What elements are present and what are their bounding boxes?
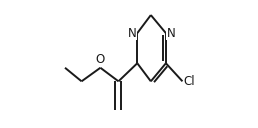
Text: O: O [96, 53, 105, 66]
Text: N: N [167, 27, 175, 40]
Text: Cl: Cl [184, 75, 195, 88]
Text: N: N [128, 27, 136, 40]
